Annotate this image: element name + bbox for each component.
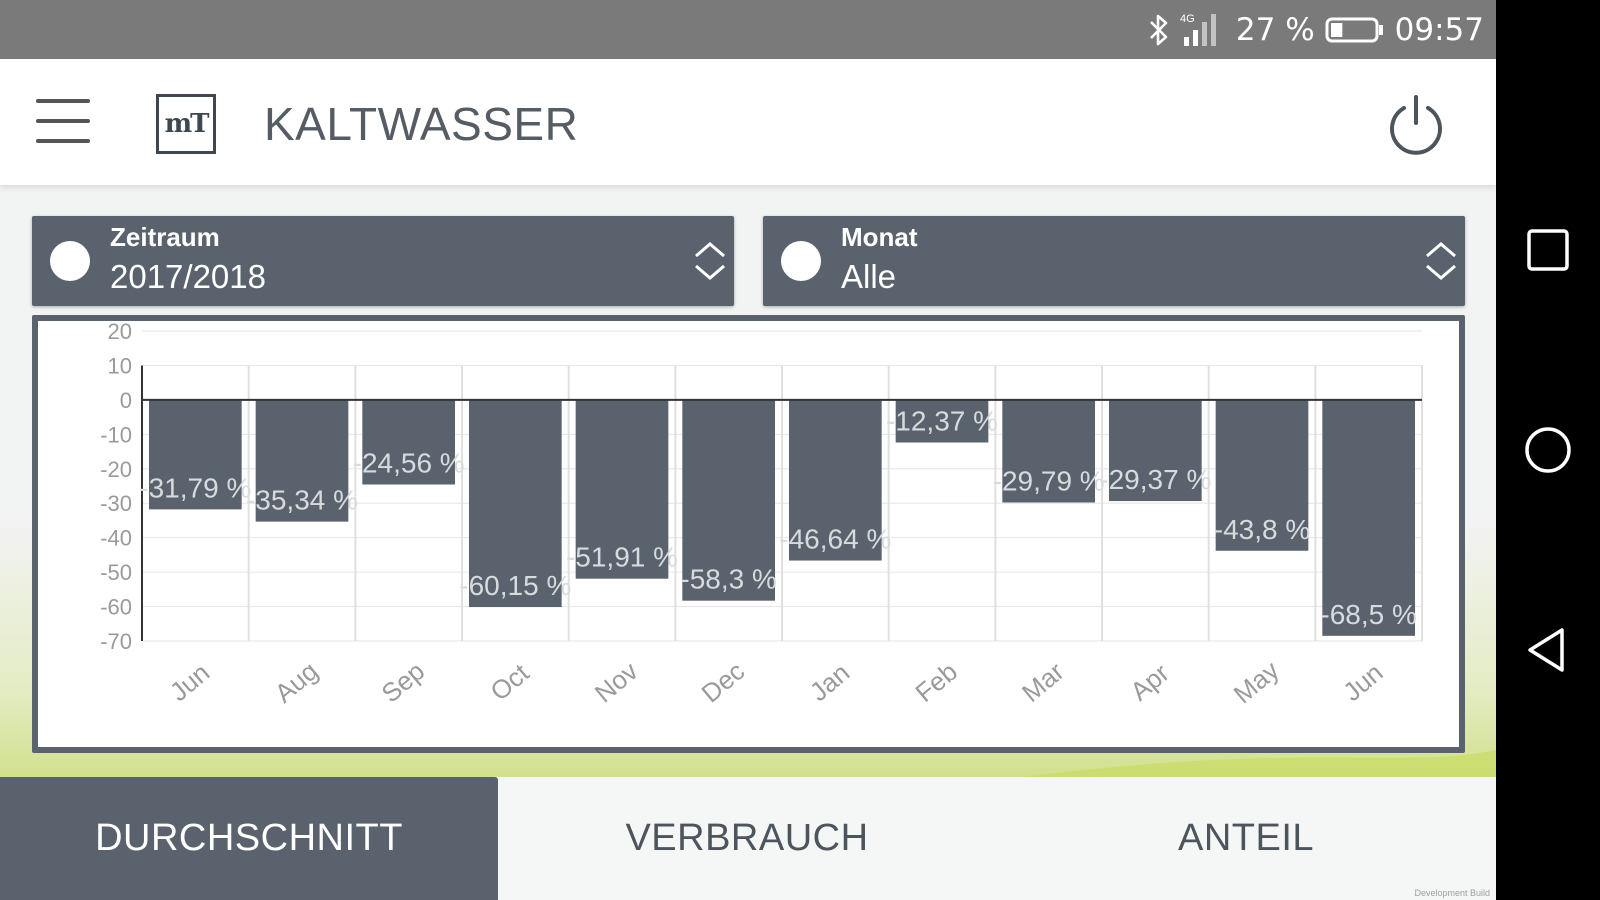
bar-value-label: -35,34 % <box>246 485 358 516</box>
network-label: 4G <box>1180 13 1195 25</box>
bar[interactable] <box>682 399 775 601</box>
bar-value-label: -46,64 % <box>779 524 891 555</box>
app-screen: mT KALTWASSER Zeitraum 2017/2018 Monat A… <box>0 59 1496 900</box>
page-title: KALTWASSER <box>264 98 579 150</box>
bar-value-label: -29,79 % <box>993 465 1105 496</box>
bar-value-label: -24,56 % <box>353 447 465 478</box>
bar[interactable] <box>1215 399 1309 551</box>
monat-value: Alle <box>841 258 897 295</box>
chevron-updown-icon <box>695 242 725 280</box>
x-tick-label: Dec <box>696 656 751 709</box>
clock: 09:57 <box>1394 11 1484 48</box>
y-tick-label: -30 <box>100 491 132 516</box>
x-tick-label: Feb <box>909 656 963 708</box>
zeitraum-select[interactable]: Zeitraum 2017/2018 <box>32 216 734 306</box>
home-icon[interactable] <box>1518 420 1578 480</box>
radio-indicator <box>50 241 90 281</box>
x-tick-label: Apr <box>1124 657 1175 706</box>
bar[interactable] <box>575 399 669 579</box>
bar-value-label: -43,8 % <box>1214 514 1311 545</box>
chevron-updown-icon <box>1426 242 1456 280</box>
signal-icon: 4G <box>1180 10 1226 50</box>
menu-icon[interactable] <box>36 99 90 143</box>
tab-anteil[interactable]: ANTEIL <box>1177 817 1315 859</box>
status-bar: 4G 27 % 09:57 <box>0 0 1496 59</box>
y-tick-label: 20 <box>108 321 132 344</box>
bar-value-label: -58,3 % <box>680 564 777 595</box>
x-tick-label: Jun <box>164 657 215 707</box>
bar-value-label: -51,91 % <box>566 542 678 573</box>
y-tick-label: -10 <box>100 422 132 447</box>
y-tick-label: 0 <box>120 388 132 413</box>
bar[interactable] <box>1002 399 1095 503</box>
x-tick-label: Sep <box>376 656 431 709</box>
power-icon[interactable] <box>1385 93 1447 155</box>
bar[interactable] <box>895 399 989 443</box>
x-tick-label: Jun <box>1337 657 1388 707</box>
bar-value-label: -29,37 % <box>1099 464 1211 495</box>
footer-note: Development Build <box>1414 888 1490 898</box>
app-header: mT KALTWASSER <box>0 59 1496 185</box>
y-tick-label: 10 <box>108 353 132 378</box>
bar-value-label: -12,37 % <box>886 405 998 436</box>
bar-value-label: -60,15 % <box>459 570 571 601</box>
bar[interactable] <box>469 399 562 608</box>
x-tick-label: Oct <box>484 657 535 706</box>
bar-chart: 20 10 0 -10 -20 -30 -40 -50 -60 -70 -31,79 %-35,34… <box>100 321 1423 710</box>
radio-indicator <box>781 241 821 281</box>
battery-percent: 27 % <box>1235 11 1315 48</box>
x-tick-label: Jan <box>804 657 855 707</box>
zeitraum-value: 2017/2018 <box>110 258 266 295</box>
tab-durchschnitt[interactable]: DURCHSCHNITT <box>0 777 498 900</box>
y-tick-label: -60 <box>100 595 132 620</box>
bar[interactable] <box>149 399 242 510</box>
tab-verbrauch[interactable]: VERBRAUCH <box>625 817 869 859</box>
bar[interactable] <box>1322 399 1415 636</box>
recents-icon[interactable] <box>1518 220 1578 280</box>
status-icons: 4G 27 % 09:57 <box>1148 0 1484 59</box>
bar[interactable] <box>255 399 349 522</box>
y-tick-label: -40 <box>100 526 132 551</box>
y-tick-label: -50 <box>100 560 132 585</box>
monat-select[interactable]: Monat Alle <box>763 216 1465 306</box>
x-tick-label: Nov <box>589 656 644 709</box>
bar-value-label: -68,5 % <box>1320 599 1417 630</box>
chart-panel: 20 10 0 -10 -20 -30 -40 -50 -60 -70 -31,79 % -35,34… <box>32 315 1465 753</box>
bar-value-label: -31,79 % <box>139 472 251 503</box>
app-logo: mT <box>156 94 216 154</box>
bar[interactable] <box>362 399 455 485</box>
zeitraum-label: Zeitraum <box>110 222 220 252</box>
bar[interactable] <box>789 399 882 561</box>
bluetooth-icon <box>1148 13 1170 47</box>
bar[interactable] <box>1109 399 1202 502</box>
battery-icon <box>1325 15 1385 45</box>
monat-label: Monat <box>841 222 918 252</box>
system-nav-bar <box>1496 0 1600 900</box>
y-tick-label: -20 <box>100 457 132 482</box>
back-icon[interactable] <box>1518 620 1578 680</box>
x-tick-label: May <box>1228 655 1285 710</box>
tab-bar: DURCHSCHNITT VERBRAUCH ANTEIL Developmen… <box>0 777 1496 900</box>
y-tick-label: -70 <box>100 629 132 654</box>
x-tick-label: Mar <box>1016 656 1070 708</box>
x-tick-label: Aug <box>269 656 324 709</box>
